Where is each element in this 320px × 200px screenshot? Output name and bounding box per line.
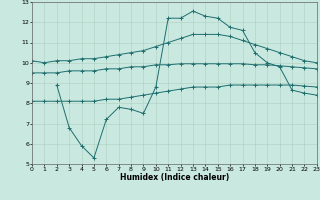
X-axis label: Humidex (Indice chaleur): Humidex (Indice chaleur) [120,173,229,182]
